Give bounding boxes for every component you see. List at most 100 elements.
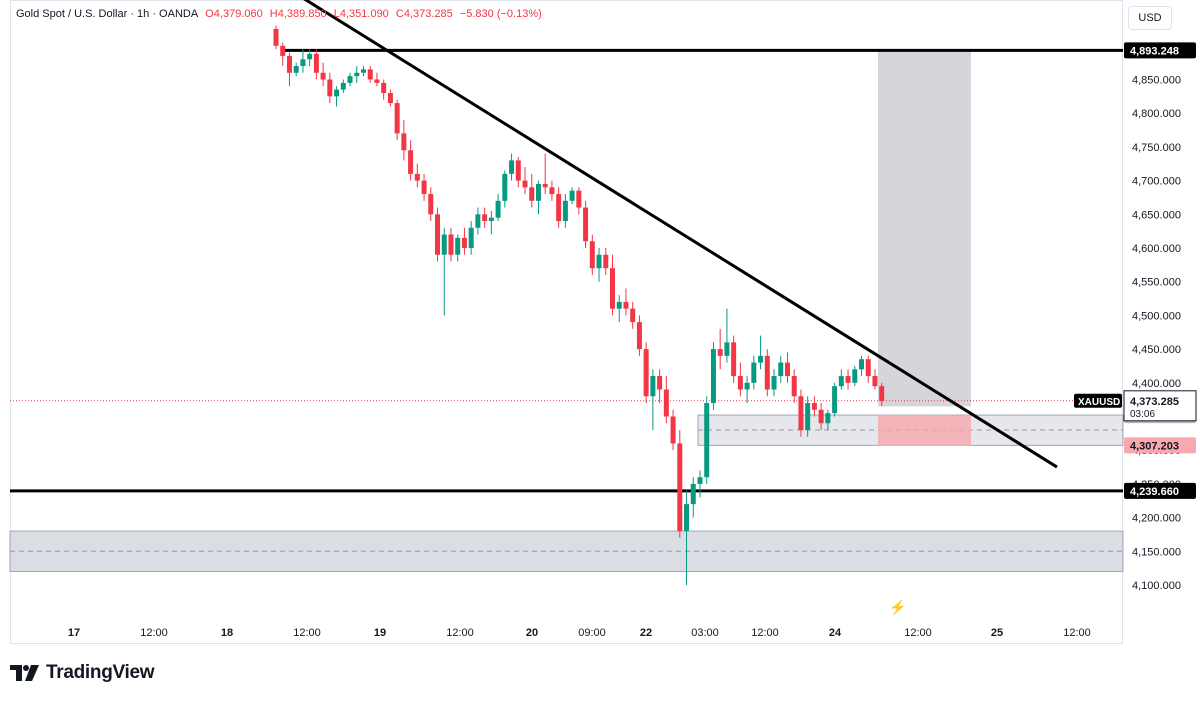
- candle-body: [387, 92, 393, 104]
- support-price-tag: 4,239.660: [1130, 486, 1179, 498]
- candle: [838, 369, 844, 390]
- candle-body: [731, 342, 737, 377]
- time-tick-label: 03:00: [691, 627, 719, 639]
- candle: [623, 288, 629, 316]
- candle: [334, 86, 340, 107]
- candle-body: [313, 53, 319, 73]
- candle-body: [435, 214, 441, 255]
- candle: [704, 396, 710, 484]
- candle: [778, 355, 784, 383]
- ohlc-high: H4,389.850: [269, 8, 327, 20]
- candle: [448, 227, 454, 262]
- candle-body: [825, 413, 831, 424]
- candle: [805, 396, 811, 437]
- candle-body: [616, 301, 622, 309]
- ohlc-open: O4,379.060: [205, 8, 263, 20]
- candle-body: [320, 72, 326, 80]
- ohlc-low: L4,351.090: [333, 8, 389, 20]
- candle: [475, 207, 481, 235]
- candle-body: [286, 55, 292, 73]
- price-tick-label: 4,650.000: [1132, 209, 1181, 221]
- candle-body: [414, 173, 420, 181]
- candle-body: [522, 180, 528, 188]
- candle-body: [737, 376, 743, 390]
- candle-body: [562, 200, 568, 222]
- candle: [354, 66, 360, 83]
- price-tick-label: 4,600.000: [1132, 243, 1181, 255]
- candle: [724, 308, 730, 363]
- candle: [502, 170, 508, 208]
- chart-pane[interactable]: [10, 0, 1123, 644]
- candle-body: [663, 389, 669, 417]
- candle-body: [852, 369, 858, 383]
- candle: [731, 335, 737, 383]
- candle: [273, 25, 279, 50]
- candle-body: [690, 483, 696, 505]
- candle: [562, 194, 568, 228]
- candle: [556, 187, 562, 228]
- candle: [583, 200, 589, 248]
- candle-body: [495, 200, 501, 218]
- resistance-price-tag-bg: [1124, 42, 1196, 59]
- candle-body: [408, 150, 414, 174]
- candle: [663, 376, 669, 424]
- candle-body: [811, 403, 817, 410]
- price-tick-label: 4,500.000: [1132, 310, 1181, 322]
- candle: [522, 167, 528, 195]
- candle: [482, 207, 488, 228]
- candle: [401, 119, 407, 161]
- candle: [300, 49, 306, 73]
- candle-body: [657, 376, 663, 390]
- candle: [435, 207, 441, 262]
- candle-body: [401, 133, 407, 151]
- candle: [859, 355, 865, 377]
- candle-body: [280, 45, 286, 56]
- candle-body: [838, 376, 844, 387]
- candle: [313, 49, 319, 80]
- candle-body: [468, 227, 474, 248]
- candle: [717, 328, 723, 370]
- candle-body: [549, 187, 555, 195]
- candle-body: [697, 477, 703, 484]
- ohlc-close: C4,373.285: [395, 8, 453, 20]
- candle: [744, 376, 750, 404]
- symbol-title[interactable]: Gold Spot / U.S. Dollar · 1h · OANDA: [16, 8, 199, 20]
- candle: [630, 301, 636, 329]
- price-tick-label: 4,450.000: [1132, 344, 1181, 356]
- target-box: [878, 50, 971, 407]
- candle: [576, 187, 582, 215]
- price-tick-label: 4,150.000: [1132, 546, 1181, 558]
- time-tick-label: 12:00: [904, 627, 932, 639]
- time-tick-label: 20: [526, 627, 538, 639]
- zone-bottom-price-tag-bg: [1124, 437, 1196, 454]
- candle: [791, 369, 797, 404]
- candle: [320, 62, 326, 87]
- candle: [610, 254, 615, 316]
- candle-body: [515, 160, 521, 181]
- candle-body: [374, 79, 380, 83]
- candle-body: [502, 173, 508, 201]
- resistance-price-tag: 4,893.248: [1130, 45, 1179, 57]
- zone-bottom-price-tag: 4,307.203: [1130, 440, 1179, 452]
- candle-body: [677, 443, 683, 532]
- candle: [455, 234, 461, 262]
- candle-body: [872, 376, 878, 387]
- candle: [879, 382, 885, 407]
- candle-body: [300, 59, 306, 67]
- candle-body: [421, 180, 427, 195]
- candle-body: [684, 504, 690, 532]
- candle: [764, 349, 770, 397]
- candle: [488, 210, 494, 235]
- candle-body: [334, 89, 340, 97]
- candle-body: [791, 376, 797, 397]
- candle-body: [784, 362, 790, 377]
- tradingview-logo[interactable]: TradingView: [10, 662, 155, 684]
- candle-body: [778, 362, 784, 377]
- currency-button[interactable]: USD: [1128, 6, 1172, 30]
- candle-body: [360, 69, 366, 73]
- candle: [286, 52, 292, 87]
- candle-body: [798, 396, 804, 430]
- candle: [529, 173, 535, 208]
- price-tick-label: 4,550.000: [1132, 277, 1181, 289]
